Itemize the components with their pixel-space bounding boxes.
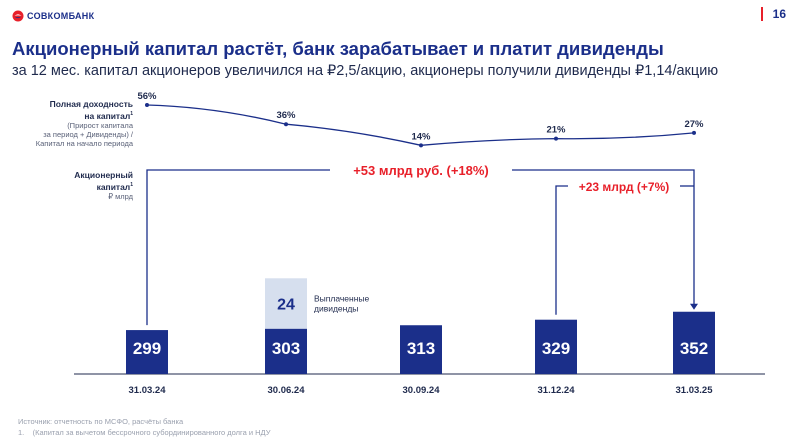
growth-arrowhead bbox=[690, 303, 698, 310]
source-line1: Источник: отчетность по МСФО, расчёты ба… bbox=[18, 417, 184, 426]
yield-desc-line1: (Прирост капитала bbox=[67, 121, 133, 130]
growth-annotation-total: +53 млрд руб. (+18%) bbox=[353, 163, 489, 178]
yield-description: (Прирост капитала за период + Дивиденды)… bbox=[36, 121, 133, 148]
equity-bar bbox=[126, 330, 168, 374]
dividend-bar bbox=[265, 278, 307, 329]
yield-desc-line2: за период + Дивиденды) / bbox=[43, 130, 133, 139]
bar-value-label: 303 bbox=[272, 339, 300, 358]
x-tick-label: 31.03.25 bbox=[676, 385, 714, 396]
x-tick-label: 30.09.24 bbox=[403, 385, 441, 396]
yield-point bbox=[554, 136, 558, 141]
yield-label-line2: на капитал1 bbox=[50, 109, 133, 121]
x-tick-label: 31.03.24 bbox=[129, 385, 167, 396]
yield-value-label: 27% bbox=[684, 119, 704, 130]
bar-value-label: 299 bbox=[133, 339, 161, 358]
yield-label: Полная доходность на капитал1 bbox=[50, 99, 133, 121]
equity-label-line2-text: капитал bbox=[96, 181, 131, 192]
logo-text: СОВКОМБАНК bbox=[27, 11, 95, 21]
dividend-legend-line1: Выплаченные bbox=[314, 293, 370, 303]
equity-label-line1: Акционерный bbox=[74, 170, 133, 180]
bar-value-label: 313 bbox=[407, 339, 435, 358]
growth-annotation-quarter: +23 млрд (+7%) bbox=[579, 180, 670, 194]
page-number: 16 bbox=[772, 7, 786, 21]
yield-value-label: 56% bbox=[137, 91, 157, 102]
x-tick-label: 31.12.24 bbox=[538, 385, 576, 396]
slide-subtitle: за 12 мес. капитал акционеров увеличился… bbox=[12, 63, 719, 79]
logo: СОВКОМБАНК bbox=[12, 10, 94, 22]
bar-value-label: 329 bbox=[542, 339, 570, 358]
yield-point bbox=[284, 122, 288, 127]
growth-bracket-right bbox=[512, 169, 695, 305]
equity-bar bbox=[400, 325, 442, 374]
yield-value-label: 14% bbox=[411, 131, 431, 142]
bar-value-label: 352 bbox=[680, 339, 708, 358]
equity-label: Акционерный капитал1 bbox=[74, 170, 133, 192]
slide-title: Акционерный капитал растёт, банк зарабат… bbox=[12, 38, 664, 59]
yield-label-line1: Полная доходность bbox=[49, 99, 133, 109]
equity-label-line2: капитал1 bbox=[74, 180, 133, 192]
equity-bar bbox=[265, 328, 307, 374]
dividend-value-label: 24 bbox=[277, 296, 295, 313]
equity-bar bbox=[535, 319, 577, 374]
equity-bar bbox=[673, 311, 715, 374]
sovcombank-logo-icon bbox=[12, 10, 24, 22]
yield-footnote-mark: 1 bbox=[130, 111, 133, 117]
page-divider bbox=[760, 7, 763, 21]
yield-label-line2-text: на капитал bbox=[84, 110, 131, 121]
equity-unit: ₽ млрд bbox=[108, 192, 133, 201]
yield-value-label: 21% bbox=[546, 125, 566, 136]
yield-point bbox=[419, 143, 423, 148]
x-tick-label: 30.06.24 bbox=[268, 385, 306, 396]
growth-bracket-left bbox=[146, 169, 330, 326]
footnote-text: (Капитал за вычетом бессрочного субордин… bbox=[32, 428, 271, 437]
yield-value-label: 36% bbox=[276, 110, 296, 121]
yield-desc-line3: Капитал на начало периода bbox=[35, 139, 133, 148]
equity-footnote-mark: 1 bbox=[130, 182, 133, 188]
growth-bracket-q-left bbox=[555, 185, 568, 315]
footnote-number: 1. bbox=[18, 428, 25, 437]
source-line2: 1. (Капитал за вычетом бессрочного субор… bbox=[18, 427, 271, 438]
page-indicator: 16 bbox=[760, 7, 786, 21]
dividend-legend-line2: дивиденды bbox=[314, 303, 358, 313]
source-note: Источник: отчетность по МСФО, расчёты ба… bbox=[18, 416, 271, 438]
yield-point bbox=[692, 130, 696, 135]
yield-point bbox=[145, 103, 149, 107]
